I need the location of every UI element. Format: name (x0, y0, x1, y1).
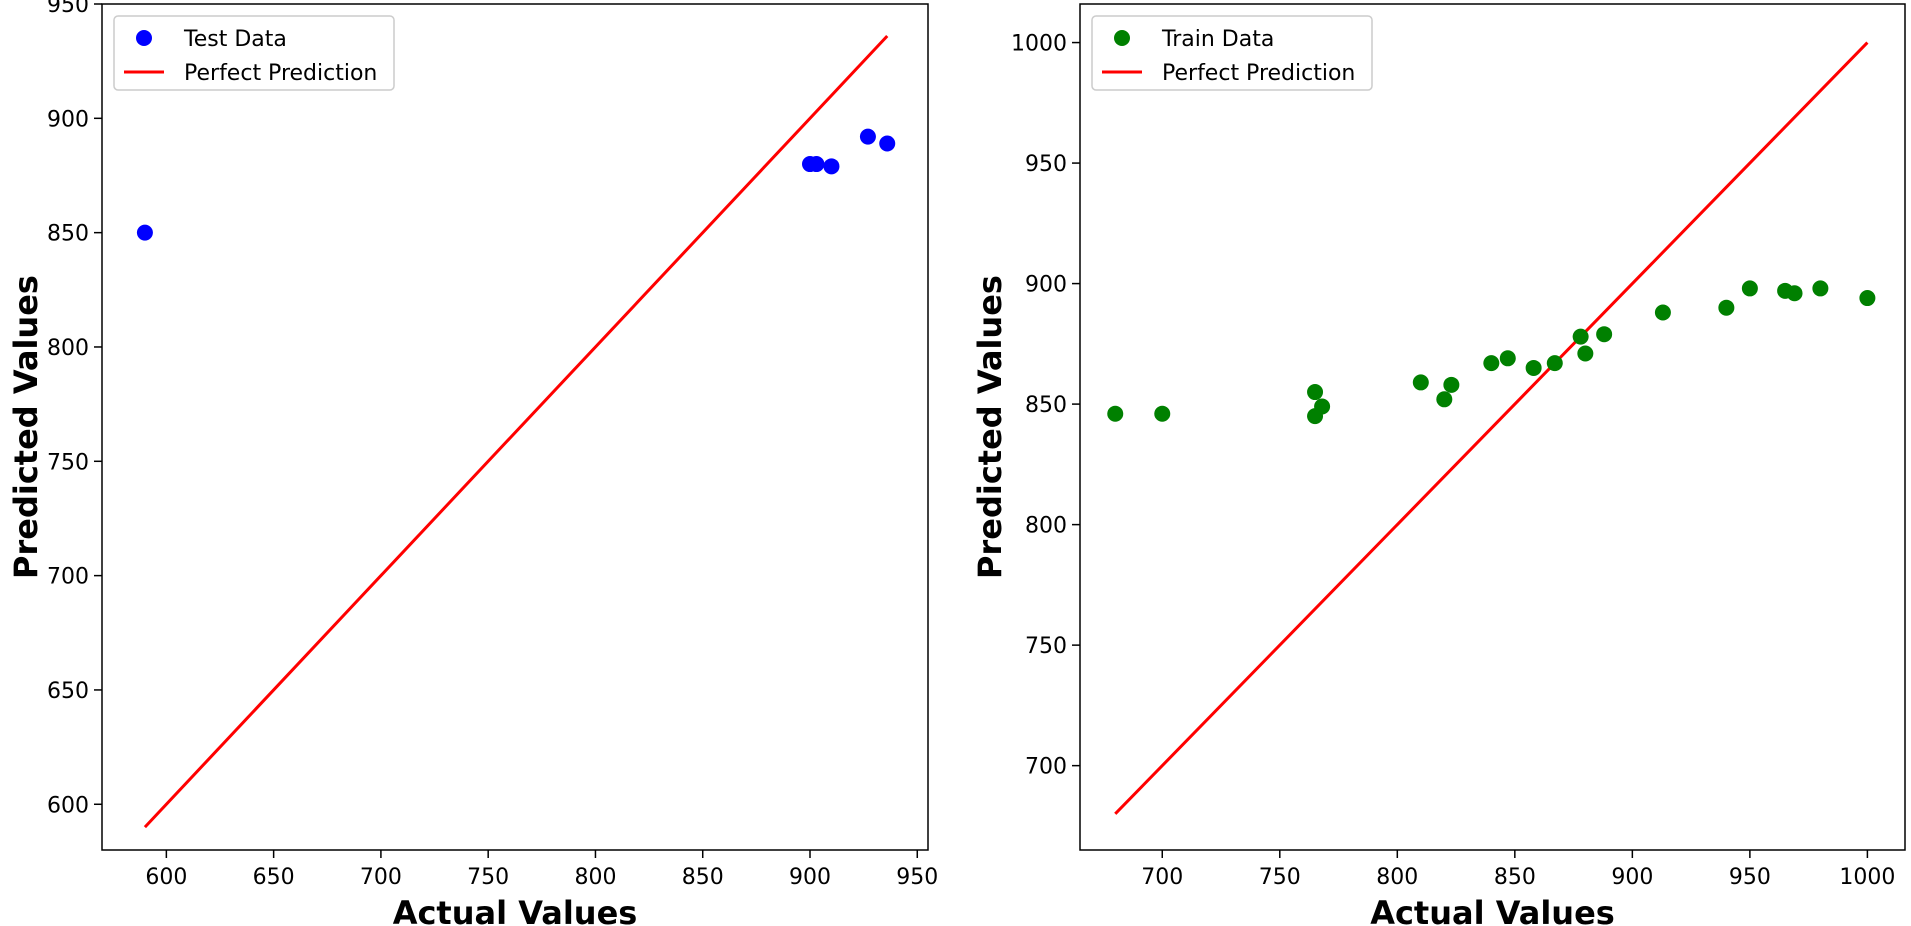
test-legend: Test Data Perfect Prediction (113, 15, 395, 91)
train-data-point-13 (1577, 345, 1594, 362)
train-x-axis-label: Actual Values (1370, 894, 1615, 926)
train-axes-frame (1079, 3, 1906, 851)
test-perfect-prediction-line (143, 34, 889, 829)
train-legend: Train Data Perfect Prediction (1091, 15, 1373, 91)
test-legend-label-1: Perfect Prediction (184, 61, 377, 86)
train-x-tick-label-700: 700 (1141, 865, 1183, 890)
test-data-point-5 (879, 135, 896, 152)
test-y-tick-label-750: 750 (47, 450, 89, 475)
test-x-tick-label-900: 900 (789, 865, 831, 890)
train-y-tick-label-800: 800 (1025, 514, 1067, 539)
test-x-tick-label-600: 600 (145, 865, 187, 890)
train-legend-label-1: Perfect Prediction (1162, 61, 1355, 86)
test-legend-marker-scatter (136, 30, 152, 46)
test-x-tick-label-700: 700 (360, 865, 402, 890)
train-data-point-19 (1786, 285, 1803, 302)
train-data-point-21 (1859, 290, 1876, 307)
test-data-plot: 600 650 700 750 800 850 900 950 600 650 700 750 800 8… (7, 0, 938, 926)
train-legend-label-0: Train Data (1161, 27, 1274, 52)
train-y-tick-label-750: 750 (1025, 634, 1067, 659)
train-data-point-3 (1307, 384, 1324, 401)
test-x-tick-label-650: 650 (253, 865, 295, 890)
train-y-tick-label-950: 950 (1025, 152, 1067, 177)
train-x-tick-label-950: 950 (1729, 865, 1771, 890)
test-data-point-3 (823, 158, 840, 175)
train-data-point-0 (1107, 405, 1124, 422)
test-y-tick-label-850: 850 (47, 222, 89, 247)
test-y-axis-label: Predicted Values (7, 275, 45, 579)
test-y-tick-label-700: 700 (47, 565, 89, 590)
train-data-point-14 (1596, 326, 1613, 343)
test-y-tick-label-900: 900 (47, 107, 89, 132)
train-y-tick-label-700: 700 (1025, 755, 1067, 780)
train-x-tick-label-1000: 1000 (1839, 865, 1895, 890)
test-x-tick-label-850: 850 (682, 865, 724, 890)
train-y-tick-label-1000: 1000 (1011, 32, 1067, 57)
test-data-point-4 (859, 128, 876, 145)
train-data-point-6 (1436, 391, 1453, 408)
test-x-axis-label: Actual Values (393, 894, 638, 926)
test-y-tick-label-650: 650 (47, 679, 89, 704)
test-x-tick-label-800: 800 (574, 865, 616, 890)
train-data-point-7 (1443, 376, 1460, 393)
train-x-tick-label-750: 750 (1259, 865, 1301, 890)
test-data-point-2 (808, 156, 825, 173)
train-data-point-10 (1525, 359, 1542, 376)
train-x-tick-label-850: 850 (1494, 865, 1536, 890)
train-perfect-prediction-line (1114, 41, 1869, 815)
test-x-tick-label-950: 950 (896, 865, 938, 890)
train-y-axis-label: Predicted Values (971, 275, 1009, 579)
test-y-tick-label-800: 800 (47, 336, 89, 361)
train-data-point-5 (1412, 374, 1429, 391)
train-data-point-15 (1654, 304, 1671, 321)
train-x-tick-label-900: 900 (1611, 865, 1653, 890)
train-data-point-17 (1741, 280, 1758, 297)
train-data-point-4 (1314, 398, 1331, 415)
test-legend-label-0: Test Data (183, 27, 287, 52)
test-data-point-0 (136, 224, 153, 241)
train-legend-box (1091, 15, 1373, 91)
test-legend-box (113, 15, 395, 91)
test-y-tick-label-600: 600 (47, 793, 89, 818)
test-axes-frame (101, 3, 929, 851)
test-y-tick-label-950: 950 (47, 0, 89, 18)
train-data-point-12 (1572, 328, 1589, 345)
train-data-plot: 700 750 800 850 900 950 1000 700 750 800 850 900 950… (971, 3, 1906, 926)
train-data-point-11 (1546, 355, 1563, 372)
train-data-point-9 (1499, 350, 1516, 367)
train-y-tick-label-900: 900 (1025, 273, 1067, 298)
train-data-point-1 (1154, 405, 1171, 422)
train-data-point-20 (1812, 280, 1829, 297)
test-x-tick-label-750: 750 (467, 865, 509, 890)
train-data-point-8 (1483, 355, 1500, 372)
train-y-tick-label-850: 850 (1025, 393, 1067, 418)
train-x-tick-label-800: 800 (1376, 865, 1418, 890)
train-legend-marker-scatter (1114, 30, 1130, 46)
train-data-point-16 (1718, 299, 1735, 316)
